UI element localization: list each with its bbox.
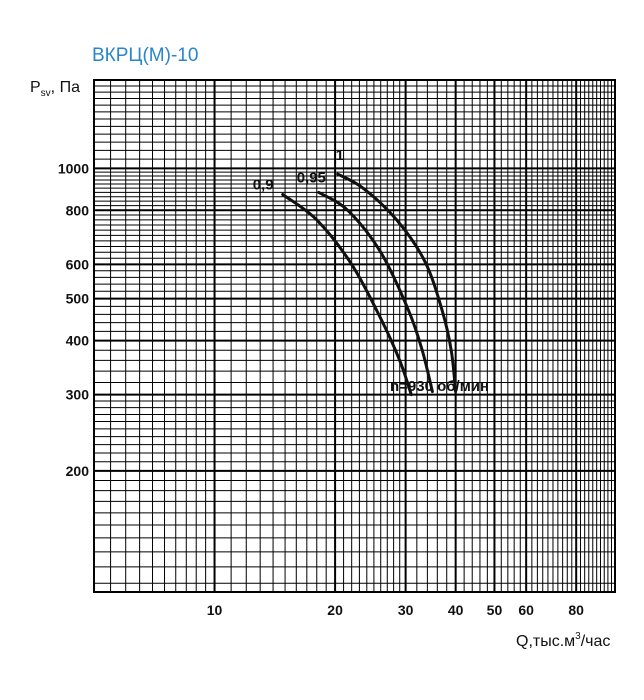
y-tick-label: 200 [66, 463, 90, 479]
curve-labels: 0,9 0,95 1 [253, 147, 344, 193]
y-tick-label: 300 [66, 387, 90, 403]
y-tick-label: 800 [66, 202, 90, 218]
x-tick-label: 20 [327, 602, 343, 618]
plot-grid [93, 79, 616, 593]
x-tick-labels: 10 20 30 40 50 60 80 [207, 602, 584, 618]
y-tick-label: 600 [66, 256, 90, 272]
curve-label-3: 1 [336, 147, 344, 164]
y-axis-label: Psv, Па [30, 79, 80, 99]
x-axis-label-sup: 3 [575, 631, 581, 642]
y-tick-labels: 1000 800 600 500 400 300 200 [58, 160, 89, 479]
curve-1 [281, 193, 413, 397]
x-tick-label: 80 [568, 602, 584, 618]
x-tick-label: 10 [207, 602, 223, 618]
y-tick-label: 500 [66, 291, 90, 307]
x-axis-label-main: Q,тыс.м [516, 633, 575, 650]
y-tick-label: 400 [66, 333, 90, 349]
curve-3 [336, 172, 458, 394]
curve-2 [317, 190, 434, 394]
y-axis-label-main: P [30, 79, 41, 96]
curve-label-2: 0,95 [297, 169, 326, 186]
y-axis-label-sub: sv [41, 88, 51, 99]
x-tick-label: 60 [518, 602, 534, 618]
plot-frame [93, 79, 616, 593]
x-tick-label: 40 [448, 602, 464, 618]
x-axis-label-unit: /час [581, 633, 611, 650]
rpm-annotation: n=930 об/мин [390, 378, 489, 395]
x-tick-label: 30 [398, 602, 414, 618]
y-axis-label-unit: , Па [51, 79, 80, 96]
curves [281, 172, 458, 397]
y-tick-label: 1000 [58, 160, 89, 176]
x-tick-label: 50 [487, 602, 503, 618]
x-axis-label: Q,тыс.м3/час [516, 631, 610, 650]
curve-label-1: 0,9 [253, 177, 274, 194]
chart-title: ВКРЦ(М)-10 [92, 45, 198, 66]
